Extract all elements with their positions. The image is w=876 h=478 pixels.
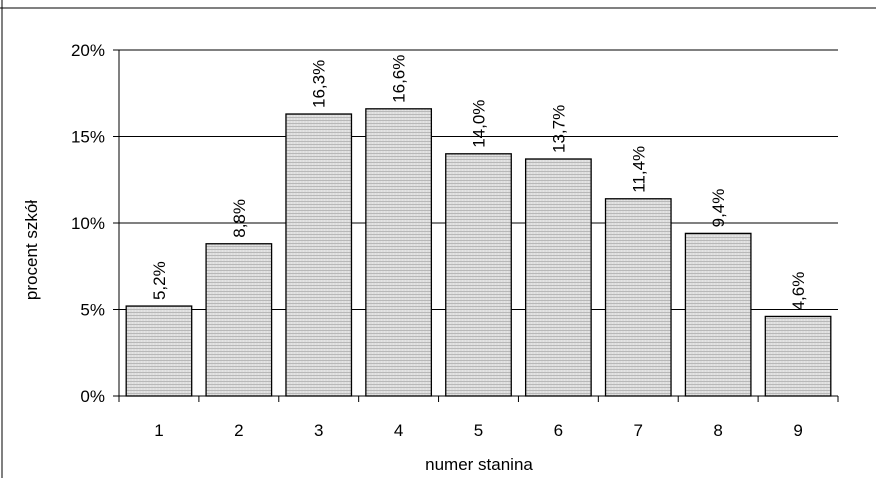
x-tick-label: 9	[793, 421, 802, 440]
x-tick-labels: 1 2 3 4 5 6 7 8 9	[154, 421, 803, 440]
y-tick-label: 0%	[80, 387, 105, 406]
y-tick-label: 20%	[71, 41, 105, 60]
x-tick-label: 5	[474, 421, 483, 440]
x-tick-label: 3	[314, 421, 323, 440]
y-tick-label: 5%	[80, 301, 105, 320]
bar	[604, 198, 672, 397]
x-tick-label: 4	[394, 421, 403, 440]
bar	[365, 108, 433, 397]
bar	[684, 232, 752, 397]
bar	[205, 243, 273, 397]
data-label: 16,6%	[390, 55, 409, 103]
data-label: 9,4%	[709, 189, 728, 228]
x-tick-label: 7	[634, 421, 643, 440]
data-label: 11,4%	[629, 146, 648, 193]
data-label: 13,7%	[549, 105, 568, 153]
data-label: 14,0%	[470, 100, 489, 148]
x-tick-label: 2	[234, 421, 243, 440]
bar	[445, 153, 512, 397]
data-labels: 5,2% 8,8% 16,3% 16,6% 14,0% 13,7% 11,4% 9,4% 4,6…	[150, 55, 808, 311]
axes	[113, 49, 839, 402]
y-tick-label: 10%	[71, 214, 105, 233]
x-tick-label: 8	[713, 421, 722, 440]
y-axis-label: procent szkół	[22, 200, 41, 300]
x-tick-label: 6	[554, 421, 563, 440]
bar	[764, 315, 832, 397]
bar	[125, 305, 193, 397]
x-tick-label: 1	[154, 421, 163, 440]
data-label: 8,8%	[230, 199, 249, 238]
y-tick-label: 15%	[71, 128, 105, 147]
y-tick-labels: 0% 5% 10% 15% 20%	[71, 41, 105, 406]
bar	[524, 158, 592, 397]
data-label: 4,6%	[789, 272, 808, 311]
data-label: 5,2%	[150, 261, 169, 300]
bar	[285, 113, 353, 397]
data-label: 16,3%	[310, 60, 329, 108]
x-axis-label: numer stanina	[425, 455, 533, 474]
bars	[125, 108, 832, 397]
